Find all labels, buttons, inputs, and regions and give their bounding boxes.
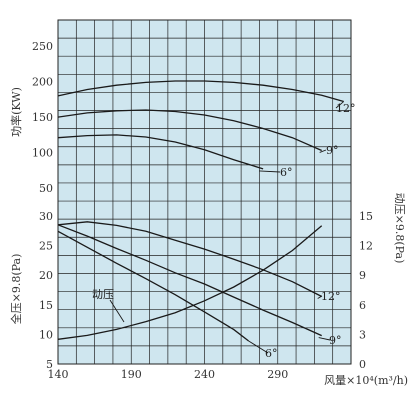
dynamic-pressure-tick-label: 12	[359, 240, 373, 253]
curves	[57, 80, 344, 342]
curve-labels: 12° 9° 6° 12° 9° 6° 动压	[92, 101, 356, 360]
label-leader-line	[318, 337, 331, 341]
power-curve-label: 9°	[326, 144, 339, 157]
label-leader-line	[335, 101, 344, 109]
label-leader-line	[317, 295, 323, 299]
x-axis-label: 风量×10⁴(m³/h)	[324, 374, 408, 387]
power-axis-label: 功率(KW)	[9, 87, 23, 137]
dynamic-pressure-tick-label: 15	[359, 210, 373, 223]
tick-labels: 50 100 150 200 250 5 10 15 20 25 30 0 3 6 9 12 15 140 190 2…	[32, 40, 373, 381]
dynamic-pressure-tick-label: 3	[359, 328, 366, 341]
total-pressure-tick-label: 10	[39, 328, 53, 341]
power-curve-label: 12°	[336, 102, 356, 115]
label-leader-line	[248, 340, 269, 354]
grid-lines	[58, 20, 351, 364]
power-tick-label: 250	[32, 40, 53, 53]
total-pressure-tick-label: 25	[39, 240, 53, 253]
power-tick-label: 150	[32, 111, 53, 124]
x-tick-label: 190	[121, 368, 142, 381]
label-leader-line	[319, 149, 327, 153]
pressure-curve-2	[57, 230, 249, 342]
dynamic-pressure-tick-label: 9	[359, 269, 366, 282]
pressure-curve-3	[57, 225, 323, 340]
x-tick-label: 240	[194, 368, 215, 381]
total-pressure-axis-label: 全压×9.8(Pa)	[9, 254, 23, 325]
total-pressure-tick-label: 15	[39, 299, 53, 312]
power-tick-label: 100	[32, 147, 53, 160]
label-leader-line	[259, 170, 281, 173]
dynamic-pressure-tick-label: 6	[359, 299, 366, 312]
power-tick-label: 50	[39, 182, 53, 195]
dynamic-pressure-tick-label: 0	[359, 358, 366, 371]
pressure-curve-label: 12°	[321, 290, 341, 303]
total-pressure-tick-label: 30	[39, 210, 53, 223]
dynamic-pressure-label: 动压	[92, 288, 114, 301]
power-curve-0	[57, 80, 344, 103]
power-curve-1	[57, 109, 322, 152]
pressure-curve-0	[57, 221, 322, 298]
x-tick-label: 140	[48, 368, 69, 381]
total-pressure-tick-label: 5	[46, 358, 53, 371]
label-leader-line	[109, 299, 125, 323]
pressure-curve-1	[57, 224, 322, 337]
dynamic-pressure-axis-label: 动压×9.8(Pa)	[393, 193, 406, 264]
total-pressure-tick-label: 20	[39, 269, 53, 282]
pressure-curve-label: 6°	[265, 347, 278, 360]
power-tick-label: 200	[32, 76, 53, 89]
power-curve-label: 6°	[280, 166, 293, 179]
x-tick-label: 290	[267, 368, 288, 381]
pressure-curve-label: 9°	[329, 334, 342, 347]
power-curve-2	[57, 134, 264, 170]
